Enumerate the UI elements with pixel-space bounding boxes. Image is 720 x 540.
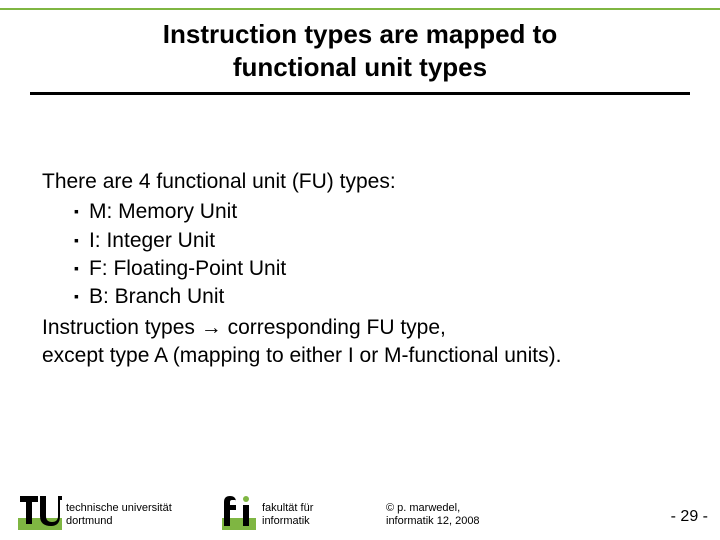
credit-text: © p. marwedel, informatik 12, 2008 xyxy=(386,502,480,528)
arrow-icon: → xyxy=(201,316,222,339)
faculty-line2: informatik xyxy=(262,515,310,527)
university-line2: dortmund xyxy=(66,515,112,527)
slide-title: Instruction types are mapped to function… xyxy=(0,18,720,83)
body-intro: There are 4 functional unit (FU) types: xyxy=(42,168,682,196)
bullet-list: M: Memory Unit I: Integer Unit F: Floati… xyxy=(74,198,682,311)
university-name: technische universität dortmund xyxy=(66,502,172,528)
bullet-item: B: Branch Unit xyxy=(74,283,682,311)
bullet-item: M: Memory Unit xyxy=(74,198,682,226)
faculty-line1: fakultät für xyxy=(262,502,313,514)
credit-line1: © p. marwedel, xyxy=(386,502,460,514)
fi-logo-icon xyxy=(222,496,256,530)
university-line1: technische universität xyxy=(66,502,172,514)
tu-logo-icon xyxy=(18,496,62,530)
bullet-item: I: Integer Unit xyxy=(74,227,682,255)
title-line-2: functional unit types xyxy=(233,52,487,82)
credit-line2: informatik 12, 2008 xyxy=(386,515,480,527)
outro-pre: Instruction types xyxy=(42,316,201,339)
body-outro: Instruction types → corresponding FU typ… xyxy=(42,314,682,371)
faculty-name: fakultät für informatik xyxy=(262,502,313,528)
outro-post: corresponding FU type, xyxy=(222,316,446,339)
top-accent-rule xyxy=(0,8,720,10)
bullet-item: F: Floating-Point Unit xyxy=(74,255,682,283)
title-line-1: Instruction types are mapped to xyxy=(163,19,557,49)
page-number: - 29 - xyxy=(671,508,708,526)
slide-body: There are 4 functional unit (FU) types: … xyxy=(42,168,682,370)
title-underline xyxy=(30,92,690,95)
outro-line2: except type A (mapping to either I or M-… xyxy=(42,344,561,367)
slide-footer: technische universität dortmund fakultät… xyxy=(0,490,720,530)
